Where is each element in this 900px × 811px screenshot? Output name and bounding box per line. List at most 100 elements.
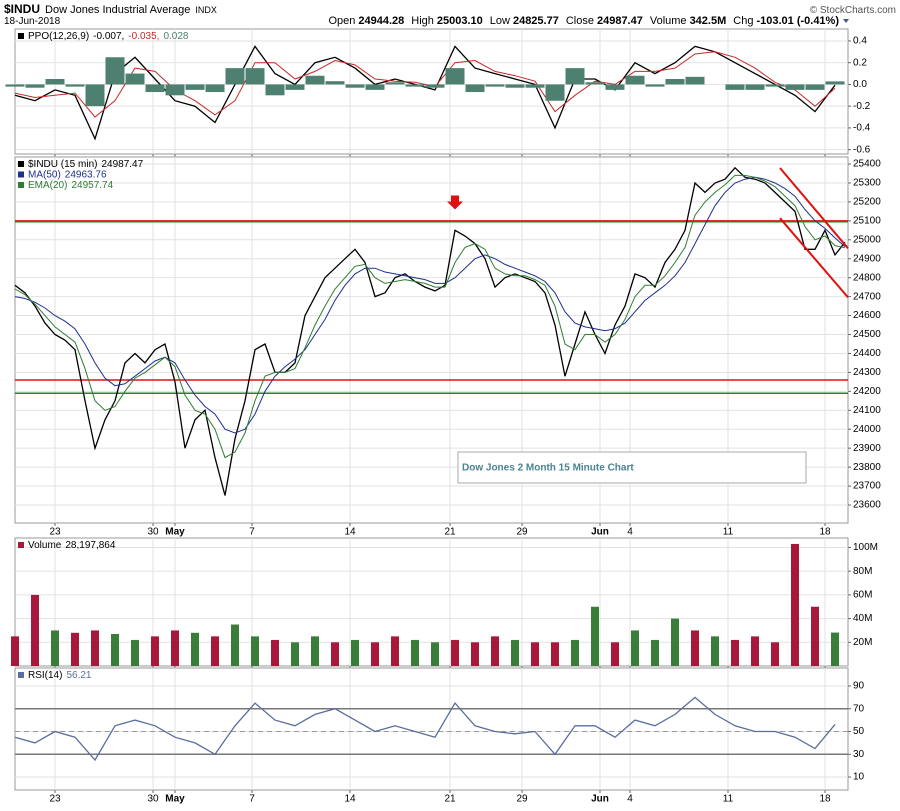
bar: [791, 543, 799, 666]
y-tick-label: 24000: [853, 424, 881, 435]
y-tick-label: 60M: [853, 590, 872, 601]
bar: [65, 84, 85, 87]
bar: [11, 636, 19, 666]
legend-label: $INDU (15 min): [28, 159, 97, 170]
bar: [345, 84, 365, 88]
bar: [125, 73, 145, 85]
quote-value: 24987.47: [596, 15, 643, 27]
bar: [391, 636, 399, 666]
y-tick-label: 23800: [853, 462, 881, 473]
legend-entry: PPO(12,26,9) -0.007, -0.035, 0.028: [28, 31, 189, 42]
quote-item: Volume 342.5M: [650, 15, 733, 27]
legend-value: -0.007,: [93, 31, 124, 42]
bar: [731, 639, 739, 666]
legend-label: MA(50): [28, 169, 61, 180]
bar: [511, 639, 519, 666]
panel: [14, 28, 849, 155]
quote-label: Volume: [649, 15, 687, 27]
quote-item: Chg -103.01 (-0.41%): [733, 15, 846, 27]
y-tick-label: 70: [853, 703, 865, 714]
x-tick-label: 18: [819, 794, 831, 805]
y-tick-label: 23900: [853, 443, 881, 454]
bar: [525, 84, 545, 88]
bar: [305, 75, 325, 85]
bar: [425, 84, 445, 88]
legend-swatch: [18, 672, 24, 678]
y-tick-label: 40M: [853, 613, 872, 624]
panel: [14, 667, 849, 791]
bar: [145, 84, 165, 93]
bar: [685, 76, 705, 85]
bar: [251, 636, 259, 666]
bar: [385, 82, 405, 85]
legend-entry: RSI(14) 56.21: [28, 670, 92, 681]
symbol: $INDU: [4, 2, 41, 16]
y-tick-label: 25300: [853, 178, 881, 189]
x-tick-label: 23: [49, 794, 61, 805]
bar: [605, 84, 625, 90]
bar: [151, 636, 159, 666]
x-tick-label: 29: [516, 794, 528, 805]
bar: [191, 632, 199, 666]
legend-swatch: [18, 182, 24, 188]
legend-value: 28,197,864: [65, 540, 115, 551]
bar: [205, 84, 225, 93]
bar: [291, 642, 299, 666]
bar: [411, 639, 419, 666]
legend-value: 24963.76: [65, 169, 107, 180]
y-tick-label: 24200: [853, 386, 881, 397]
date: 18-Jun-2018: [4, 16, 61, 27]
bar: [671, 618, 679, 666]
line: [14, 166, 846, 496]
y-tick-label: -0.2: [853, 101, 871, 112]
bar: [585, 82, 605, 85]
quote: Open 24944.28 High 25003.10 Low 24825.77 Close…: [328, 15, 846, 27]
bar: [665, 79, 685, 85]
y-tick-label: 0.2: [853, 57, 867, 68]
bar: [211, 636, 219, 666]
bar: [371, 642, 379, 666]
bar: [631, 630, 639, 666]
bar: [451, 639, 459, 666]
bar: [831, 632, 839, 666]
bar: [625, 75, 645, 85]
bar: [465, 84, 485, 93]
x-tick-label: 18: [819, 527, 831, 538]
y-tick-label: 20M: [853, 637, 872, 648]
bar: [111, 634, 119, 666]
legend-swatch: [18, 171, 24, 178]
bar: [225, 68, 245, 85]
bar: [5, 84, 25, 87]
quote-item: Low 24825.77: [490, 15, 566, 27]
quote-label: High: [411, 15, 434, 27]
annotation-box: [457, 451, 807, 484]
x-tick-label: 4: [627, 794, 633, 805]
bar: [645, 84, 665, 87]
x-tick-label: Jun: [591, 794, 609, 805]
bar: [51, 630, 59, 666]
bar: [445, 68, 465, 85]
bar: [405, 84, 425, 87]
y-tick-label: 25200: [853, 197, 881, 208]
bar: [545, 84, 565, 101]
legend-entry: EMA(20) 24957.74: [28, 180, 114, 191]
trend-line: [779, 167, 849, 249]
y-tick-label: 23700: [853, 481, 881, 492]
bar: [551, 642, 559, 666]
line: [14, 176, 846, 434]
y-tick-label: 100M: [853, 542, 878, 553]
bar: [25, 84, 45, 88]
quote-item: Open 24944.28: [328, 15, 411, 27]
bar: [231, 624, 239, 666]
bar: [485, 84, 505, 87]
legend-entry: Volume 28,197,864: [28, 540, 116, 551]
quote-label: Close: [565, 15, 594, 27]
bar: [325, 81, 345, 85]
quote-value: 24944.28: [358, 15, 405, 27]
y-tick-label: 0.4: [853, 36, 867, 47]
legend-label: PPO(12,26,9): [28, 31, 89, 42]
legend-entry: MA(50) 24963.76: [28, 169, 107, 180]
arrow: [447, 195, 463, 210]
